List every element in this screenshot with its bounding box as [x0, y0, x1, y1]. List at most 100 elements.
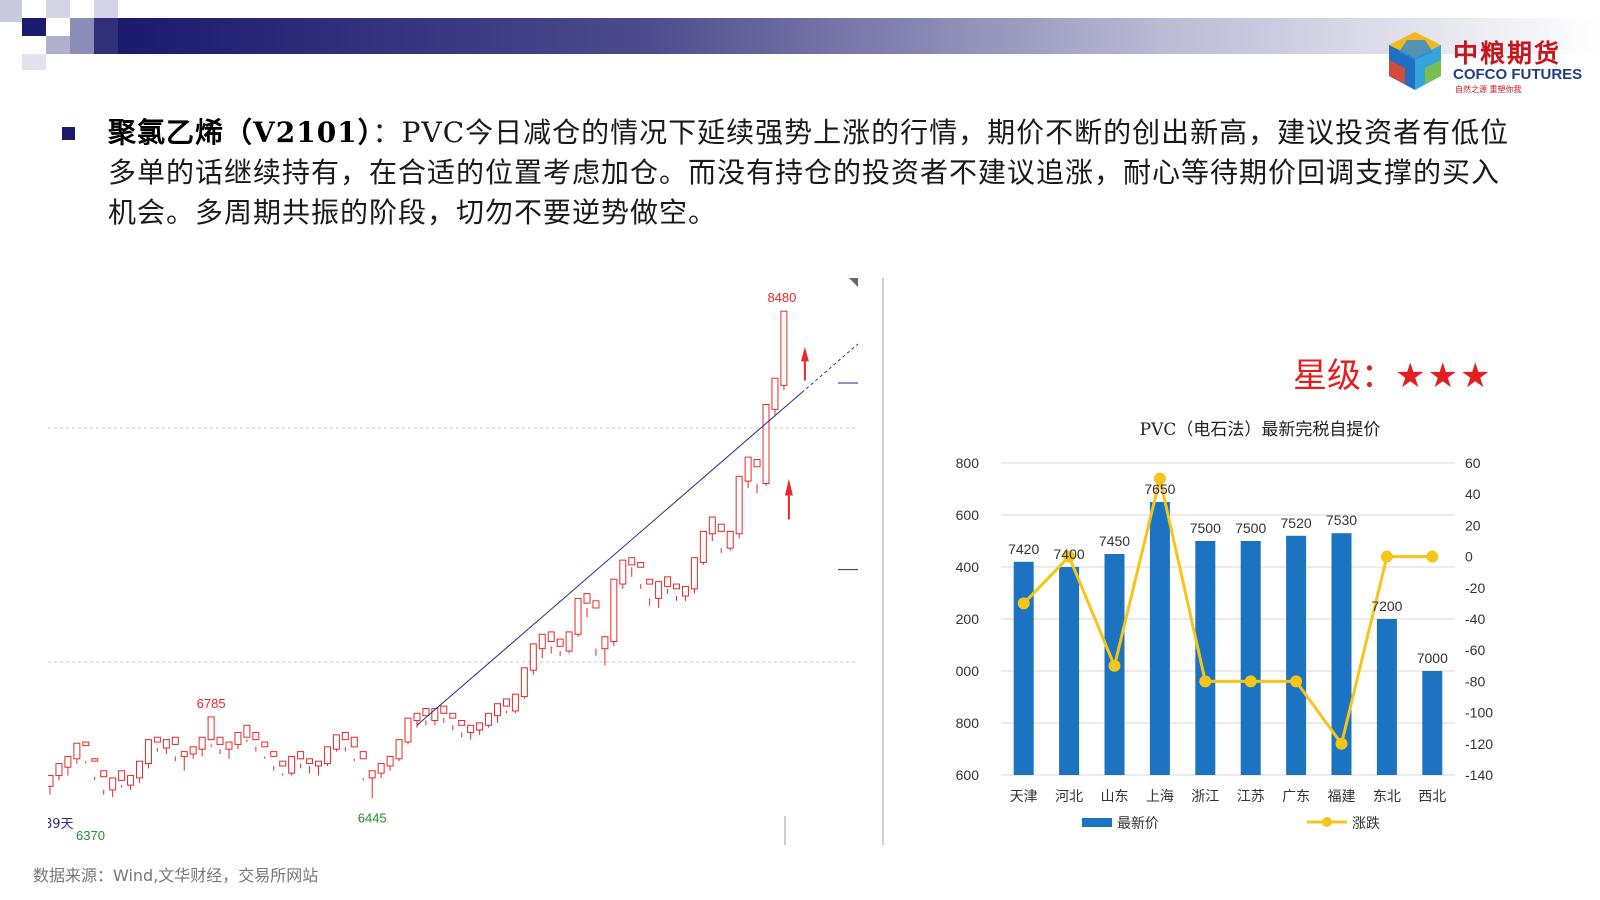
logo-english: COFCO FUTURES [1453, 66, 1583, 83]
candle-body [64, 755, 72, 768]
pvc-price-svg: PVC（电石法）最新完税自提价 7420 7400 7450 7650 7500 7500… [955, 420, 1493, 832]
candle-body [225, 741, 233, 750]
header-banner [0, 0, 1600, 70]
category-label: 河北 [1055, 789, 1083, 805]
candle-body [350, 736, 358, 748]
candle-body [153, 736, 161, 743]
candlestick-svg: 8480 6785 6445 637089天 [48, 278, 882, 845]
candle-body [673, 583, 680, 590]
candle-body [637, 562, 645, 568]
candle-body [198, 736, 206, 750]
low-price-label: 6445 [358, 810, 387, 825]
change-point [1426, 550, 1439, 563]
category-label: 广东 [1282, 789, 1310, 805]
cube-icon [1389, 32, 1441, 90]
right-axis-tick: -80 [1465, 673, 1485, 689]
right-axis-tick: -20 [1465, 580, 1485, 596]
right-axis-tick: 60 [1465, 455, 1481, 471]
candle-body [735, 475, 743, 535]
change-point [1199, 675, 1212, 688]
up-arrow-icon [784, 478, 793, 520]
candle-body [127, 775, 135, 786]
category-label: 上海 [1146, 789, 1174, 805]
candle-body [243, 724, 251, 738]
candle-body [109, 777, 117, 791]
change-line [1022, 477, 1433, 746]
right-axis-tick: 0 [1465, 549, 1473, 565]
change-point [1153, 472, 1166, 485]
candle-body [332, 734, 340, 750]
bar-value-label: 7650 [1144, 481, 1175, 497]
candle-body [708, 516, 716, 535]
candle-body [341, 731, 349, 741]
price-bar [1286, 535, 1307, 775]
candle-body [717, 523, 725, 532]
price-bar [1149, 502, 1170, 775]
candle-body [118, 770, 126, 781]
candle-body [753, 459, 761, 468]
candle-body [699, 530, 707, 563]
change-point [1290, 675, 1303, 688]
candle-body [207, 716, 215, 741]
right-axis-tick: -40 [1465, 611, 1485, 627]
bar-value-label: 7530 [1326, 512, 1357, 528]
left-axis-tick: 7600 [955, 507, 979, 523]
candle-body [458, 719, 466, 726]
candle-body [180, 751, 188, 757]
candle-body [216, 736, 224, 745]
left-axis-tick: 7800 [955, 455, 979, 471]
candle-body [744, 456, 752, 482]
candle-body [73, 742, 81, 760]
up-arrow-head [784, 478, 793, 496]
candle-body [359, 751, 367, 760]
candle-body [646, 578, 654, 585]
candle-body [565, 631, 573, 652]
candle-body [162, 739, 170, 749]
candle-body [171, 736, 179, 745]
legend-line-label: 涨跌 [1352, 816, 1380, 832]
legend-line-marker [1322, 817, 1332, 827]
candle-body [386, 755, 394, 767]
candle-body [601, 636, 609, 650]
change-point [1380, 550, 1393, 563]
left-axis-tick: 7200 [955, 611, 979, 627]
candle-body [315, 760, 322, 767]
peak-price-label: 6785 [197, 696, 226, 711]
data-source: 数据来源：Wind,文华财经，交易所网站 [33, 866, 319, 885]
candle-body [628, 557, 636, 566]
price-bar [1376, 619, 1397, 775]
candle-body [574, 597, 582, 635]
candle-body [771, 377, 779, 410]
right-axis-tick: -60 [1465, 642, 1485, 658]
candle-body [511, 693, 519, 712]
trendline [416, 392, 803, 726]
bar-value-label: 7500 [1190, 520, 1221, 536]
candlestick-chart: 8480 6785 6445 637089天 [48, 278, 884, 845]
candle-body [404, 717, 412, 743]
candle-body [610, 578, 618, 642]
left-axis-tick: 7400 [955, 559, 979, 575]
candle-body [234, 731, 242, 745]
price-bar [1422, 671, 1443, 775]
candle-body [547, 631, 555, 642]
candle-body [323, 746, 331, 765]
bar-value-label: 7420 [1008, 541, 1039, 557]
candle-body [48, 775, 54, 787]
high-price-label: 8480 [767, 290, 796, 305]
candle-body [556, 638, 564, 647]
candle-body [306, 758, 314, 765]
change-point [1335, 737, 1348, 750]
candle-body [681, 585, 689, 597]
candle-body [690, 557, 698, 590]
candle-body [288, 755, 296, 774]
candle-body [413, 712, 421, 721]
up-arrow-head [800, 347, 809, 362]
candle-body [252, 731, 260, 741]
price-bar [1195, 541, 1216, 775]
candle-body [619, 559, 627, 585]
candle-body [261, 741, 269, 748]
candle-body [297, 751, 305, 760]
bar-value-label: 7500 [1235, 520, 1266, 536]
candle-body [502, 698, 510, 707]
candle-body [377, 763, 385, 774]
